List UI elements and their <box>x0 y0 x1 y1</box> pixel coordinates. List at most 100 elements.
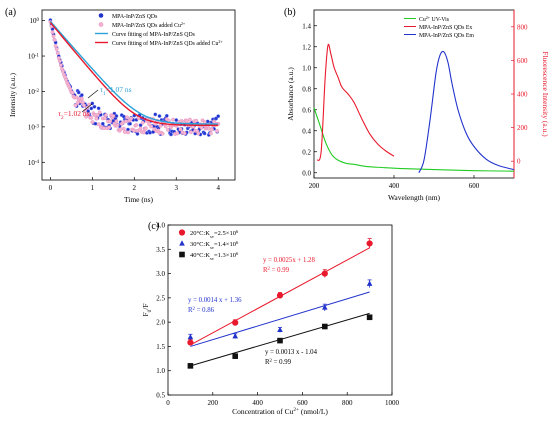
panel-a-point-qds <box>202 131 207 136</box>
panel-b-y-right-tick-label: 800 <box>517 23 528 31</box>
panel-c-r-squared: R2 = 0.99 <box>263 267 290 275</box>
panel-a-point-cu <box>108 119 113 124</box>
panel-c-x-tick-label: 1000 <box>385 399 400 407</box>
panel-a-point-cu <box>61 69 65 74</box>
panel-c-legend-marker <box>178 229 186 236</box>
panel-c-r-squared: R2 = 0.99 <box>265 359 292 367</box>
panel-a-point-cu <box>50 30 55 35</box>
panel-a-point-cu <box>81 100 85 105</box>
panel-a-annotation-arrow <box>87 89 99 99</box>
panel-c-legend-marker <box>179 251 185 258</box>
panel-a-point-cu <box>95 112 100 117</box>
panel-a-point-cu <box>149 124 153 129</box>
panel-a-point-cu <box>124 119 128 124</box>
panel-b-y-tick-label: 0.6 <box>302 106 311 114</box>
panel-c-point-square <box>366 314 373 321</box>
panel-c-x-tick-label: 800 <box>342 399 353 407</box>
panel-a-point-cu <box>189 130 193 135</box>
panel-c-fit-line-1 <box>190 291 370 347</box>
panel-a-y-tick-label: 10-3 <box>28 123 40 131</box>
panel-a-point-cu <box>141 130 146 135</box>
panel-a-point-cu <box>58 63 63 68</box>
panel-b-y-tick-label: 0.4 <box>302 127 311 135</box>
panel-a-point-cu <box>74 95 79 100</box>
panel-c-point-circle <box>366 240 373 247</box>
panel-b-y-tick-label: 1.4 <box>302 22 311 30</box>
panel-a-point-cu <box>94 116 99 121</box>
panel-a-point-qds <box>92 104 97 109</box>
panel-a-point-qds <box>169 132 173 137</box>
panel-c-x-tick-label: 600 <box>297 399 308 407</box>
panel-b-y-right-tick-label: 200 <box>517 124 528 132</box>
panel-a-point-cu <box>87 102 92 107</box>
panel-a-point-cu <box>194 118 199 123</box>
panel-c-point-square <box>277 337 283 344</box>
panel-a-point-cu <box>70 90 75 95</box>
panel-b-y-right-tick-label: 400 <box>517 91 528 99</box>
panel-a-point-cu <box>187 117 192 122</box>
panel-a-legend-label: MPA-InP/ZnS QDs added Cu2+ <box>112 21 186 30</box>
panel-a-annotation-arrow <box>81 103 93 113</box>
panel-c-y-tick-label: 3.0 <box>156 270 165 278</box>
panel-a-point-cu <box>107 125 112 130</box>
panel-a-point-cu <box>147 122 151 126</box>
panel-c-y-tick-label: 0.5 <box>156 392 165 400</box>
panel-a-point-qds <box>89 106 94 111</box>
panel-a-annotation-tau2: τ2=1.02 ns <box>58 109 90 121</box>
panel-a-point-qds <box>174 118 179 122</box>
panel-b-legend-label: MPA-InP/ZnS QDs Ex <box>419 25 472 31</box>
panel-a-point-cu <box>140 120 145 125</box>
panel-a-point-cu <box>120 120 125 125</box>
panel-a-legend-marker <box>98 13 104 18</box>
panel-b-x-tick-label: 200 <box>309 182 320 190</box>
panel-a-point-cu <box>73 103 78 108</box>
panel-c-x-tick-label: 200 <box>208 399 219 407</box>
panel-a-point-cu <box>121 126 126 131</box>
panel-a-legend-label: Curve fitting of MPA-InP/ZnS QDs added C… <box>112 39 223 48</box>
panel-a-point-cu <box>97 110 102 115</box>
panel-a-point-cu <box>111 114 116 118</box>
panel-c-legend-marker <box>179 240 185 246</box>
panel-c-x-tick-label: 400 <box>252 399 263 407</box>
panel-a-point-qds <box>76 90 81 95</box>
panel-a-point-cu <box>79 96 84 101</box>
panel-b-series-line-1 <box>316 43 395 161</box>
panel-a-point-cu <box>52 37 57 42</box>
panel-c-point-triangle <box>277 326 283 333</box>
panel-a-x-tick-label: 0 <box>49 184 53 192</box>
panel-c-y-tick-label: 2.5 <box>156 294 165 302</box>
panel-a-legend-label: Curve fitting of MPA-InP/ZnS QDs <box>112 31 196 38</box>
panel-b-label: (b) <box>284 7 296 18</box>
panel-a-x-tick-label: 2 <box>133 184 137 192</box>
panel-a-annotation-tau1: τ1=1.07 ns <box>100 85 132 97</box>
panel-a-point-cu <box>57 59 62 64</box>
panel-b-x-tick-label: 400 <box>389 182 400 190</box>
panel-b-legend-label: MPA-InP/ZnS QDs Em <box>419 33 474 39</box>
panel-c-y-tick-label: 4.0 <box>156 222 165 230</box>
panel-c-legend-label: 20°C:Ksv=2.5×106 <box>190 229 239 239</box>
panel-b-frame <box>313 9 515 179</box>
panel-c-point-square <box>232 353 238 359</box>
panel-a-frame <box>41 9 236 181</box>
panel-a-point-cu <box>122 130 127 134</box>
panel-a-point-cu <box>171 117 176 122</box>
panel-a-point-qds <box>205 119 210 124</box>
panel-a-point-cu <box>64 77 69 82</box>
panel-c-point-circle <box>276 292 284 299</box>
panel-a-point-cu <box>125 115 129 120</box>
panel-b-x-tick-label: 600 <box>469 182 480 190</box>
panel-a-point-cu <box>51 34 56 39</box>
panel-c-y-tick-label: 3.5 <box>156 246 165 254</box>
panel-c-r-squared: R2 = 0.86 <box>188 307 215 315</box>
panel-a-legend-marker <box>98 22 104 27</box>
panel-a-legend-label: MPA-InP/ZnS QDs <box>112 14 158 20</box>
panel-a-point-cu <box>134 123 139 127</box>
panel-a-point-cu <box>132 128 137 133</box>
panel-c-point-square <box>187 363 194 369</box>
panel-c-y-axis-label: F0/F <box>141 303 153 316</box>
panel-c-y-tick-label: 1.0 <box>156 367 165 375</box>
panel-a-label: (a) <box>5 7 16 18</box>
panel-a-y-axis-label: Intensity (a.u.) <box>8 73 17 117</box>
panel-a-x-tick-label: 3 <box>175 184 179 192</box>
panel-a-point-qds <box>153 112 158 117</box>
